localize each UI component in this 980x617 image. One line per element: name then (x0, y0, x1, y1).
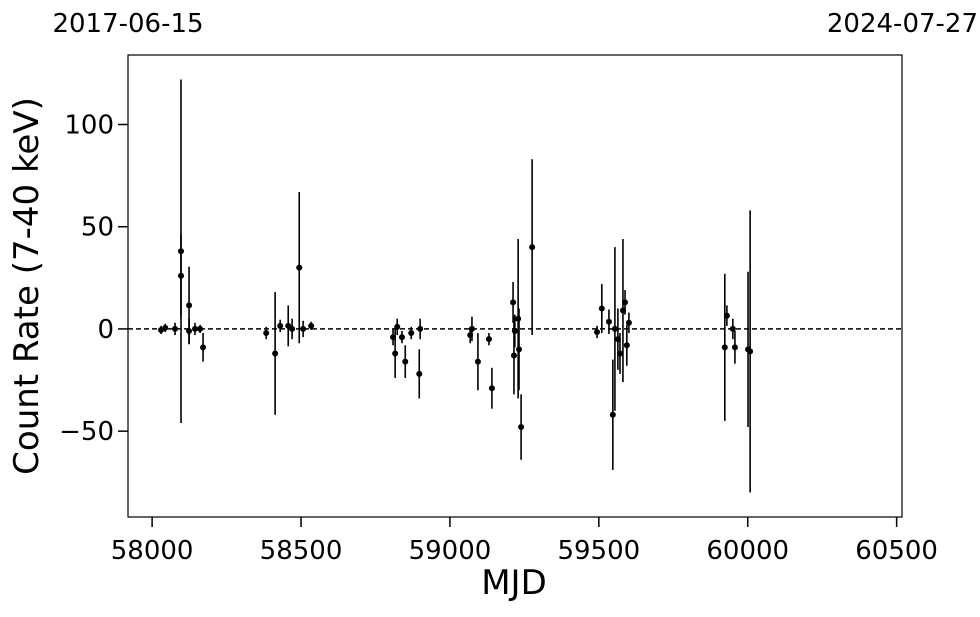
data-point (614, 336, 621, 343)
x-tick-label: 60000 (706, 536, 789, 566)
data-point (402, 358, 409, 365)
data-point (598, 305, 605, 312)
x-tick-label: 59000 (409, 536, 492, 566)
data-point (474, 358, 481, 365)
y-tick-label: 50 (81, 213, 114, 243)
data-point (609, 411, 616, 418)
data-point (510, 352, 517, 359)
data-point (186, 327, 193, 334)
data-point (300, 325, 307, 332)
data-point (622, 299, 629, 306)
data-point (197, 325, 204, 332)
data-point (272, 350, 279, 357)
data-point (289, 325, 296, 332)
data-point (417, 325, 424, 332)
data-point (416, 370, 423, 377)
data-point (721, 344, 728, 351)
x-tick-label: 60500 (855, 536, 938, 566)
data-point (296, 264, 303, 271)
y-tick-label: −50 (59, 417, 114, 447)
y-axis-label: Count Rate (7-40 keV) (7, 97, 47, 475)
data-point (468, 325, 475, 332)
data-point (408, 330, 415, 337)
data-point (510, 299, 517, 306)
data-point (178, 248, 185, 255)
data-point (518, 424, 525, 431)
data-point (263, 330, 270, 337)
top-date-label: 2024-07-27 (827, 9, 978, 39)
data-point (747, 348, 754, 355)
data-point (308, 322, 315, 329)
data-point (619, 307, 626, 314)
data-point (611, 325, 618, 332)
data-point (485, 336, 492, 343)
data-point (277, 322, 284, 329)
data-point (723, 312, 730, 319)
data-point (729, 325, 736, 332)
x-tick-label: 58000 (111, 536, 194, 566)
data-point (731, 344, 738, 351)
data-point (200, 344, 207, 351)
data-point (605, 318, 612, 325)
top-date-label: 2017-06-15 (52, 9, 203, 39)
data-point (172, 325, 179, 332)
data-point (178, 272, 185, 279)
x-axis-label: MJD (481, 563, 547, 603)
y-tick-label: 0 (97, 315, 114, 345)
data-point (516, 346, 523, 353)
data-point (392, 350, 399, 357)
data-point (616, 350, 623, 357)
data-point (390, 334, 397, 341)
data-point (186, 302, 193, 309)
data-point (594, 328, 601, 335)
data-point (488, 385, 495, 392)
data-point (623, 342, 630, 349)
data-point (511, 327, 518, 334)
plot-frame (127, 54, 903, 518)
data-point (398, 334, 405, 341)
data-point (515, 315, 522, 322)
data-point (625, 319, 632, 326)
data-point (162, 324, 169, 331)
data-point (192, 325, 199, 332)
data-point (529, 244, 536, 251)
x-tick-label: 59500 (557, 536, 640, 566)
y-tick-label: 100 (64, 111, 114, 141)
x-tick-label: 58500 (260, 536, 343, 566)
data-point (394, 323, 401, 330)
data-point (467, 332, 474, 339)
